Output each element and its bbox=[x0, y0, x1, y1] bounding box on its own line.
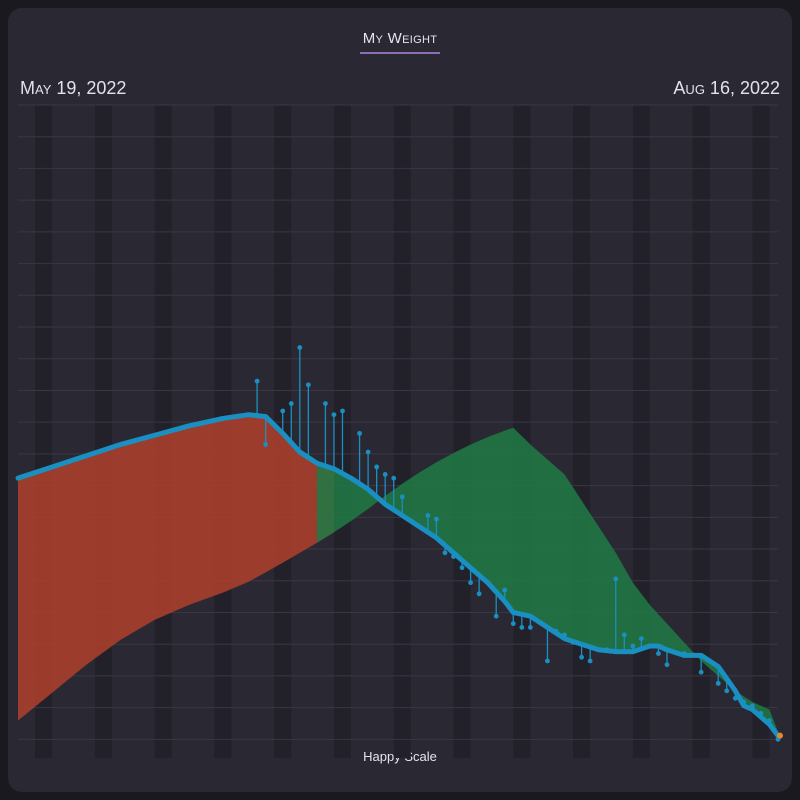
weigh-in-point bbox=[331, 412, 337, 418]
current-point bbox=[777, 732, 783, 739]
start-date-label: May 19, 2022 bbox=[20, 78, 127, 98]
weigh-in-point bbox=[382, 472, 388, 477]
weigh-in-point bbox=[545, 658, 550, 664]
weigh-in-point bbox=[630, 643, 636, 649]
end-date-label: Aug 16, 2022 bbox=[673, 78, 780, 98]
weekend-stripe bbox=[453, 105, 463, 758]
weigh-in-point bbox=[263, 442, 269, 447]
weekend-stripe bbox=[701, 105, 710, 758]
weekend-stripe bbox=[513, 105, 522, 758]
weigh-in-point bbox=[468, 580, 473, 586]
weigh-in-point bbox=[374, 464, 380, 470]
weigh-in-point bbox=[664, 662, 670, 668]
weekend-stripe bbox=[103, 105, 112, 758]
weigh-in-point bbox=[288, 401, 294, 406]
weekend-stripe bbox=[760, 105, 770, 758]
weigh-in-point bbox=[459, 565, 465, 571]
weekend-stripe bbox=[342, 105, 352, 758]
weekend-stripe bbox=[632, 105, 642, 758]
weekend-stripe bbox=[35, 105, 44, 758]
weigh-in-point bbox=[715, 680, 721, 686]
weekend-stripe bbox=[402, 105, 411, 758]
weekend-stripe bbox=[521, 105, 531, 758]
weigh-in-point bbox=[613, 576, 619, 582]
weigh-in-point bbox=[656, 651, 661, 656]
weekend-stripe bbox=[581, 105, 591, 758]
weigh-in-point bbox=[476, 591, 482, 597]
weigh-in-point bbox=[365, 449, 371, 455]
weigh-in-point bbox=[305, 382, 311, 388]
weigh-in-point bbox=[519, 625, 525, 630]
weigh-in-point bbox=[323, 401, 328, 406]
title-underline bbox=[360, 52, 440, 54]
weigh-in-point bbox=[442, 550, 448, 556]
weigh-in-point bbox=[391, 475, 397, 481]
weekend-stripe bbox=[573, 105, 582, 758]
weigh-in-point bbox=[254, 378, 260, 384]
weekend-stripe bbox=[333, 105, 343, 758]
weekend-stripe bbox=[752, 105, 761, 758]
below-target-area bbox=[316, 427, 778, 736]
weigh-in-point bbox=[357, 430, 362, 436]
weekend-stripe bbox=[282, 105, 292, 758]
weekend-stripe bbox=[43, 105, 53, 758]
weekend-stripe bbox=[462, 105, 471, 758]
weigh-in-point bbox=[280, 408, 286, 414]
weigh-in-point bbox=[698, 669, 704, 675]
chart-title: My Weight bbox=[362, 30, 438, 47]
weigh-in-point bbox=[587, 658, 593, 664]
weigh-in-point bbox=[579, 654, 584, 660]
weigh-in-point bbox=[638, 636, 644, 641]
weekend-stripe bbox=[94, 105, 104, 758]
above-target-area bbox=[18, 414, 334, 721]
weigh-in-point bbox=[724, 688, 730, 694]
weigh-in-point bbox=[340, 408, 345, 414]
weigh-in-point bbox=[425, 513, 431, 518]
weekend-stripe bbox=[692, 105, 702, 758]
weigh-in-point bbox=[510, 621, 516, 627]
weigh-in-point bbox=[434, 516, 439, 522]
weigh-in-point bbox=[493, 613, 499, 619]
weigh-in-point bbox=[527, 625, 533, 630]
weigh-in-point bbox=[297, 345, 303, 350]
weigh-in-point bbox=[502, 587, 508, 593]
weigh-in-point bbox=[399, 494, 405, 500]
weekend-stripe bbox=[641, 105, 650, 758]
weigh-in-point bbox=[621, 632, 627, 638]
trend-line bbox=[15, 412, 781, 739]
weekend-stripe bbox=[393, 105, 403, 758]
